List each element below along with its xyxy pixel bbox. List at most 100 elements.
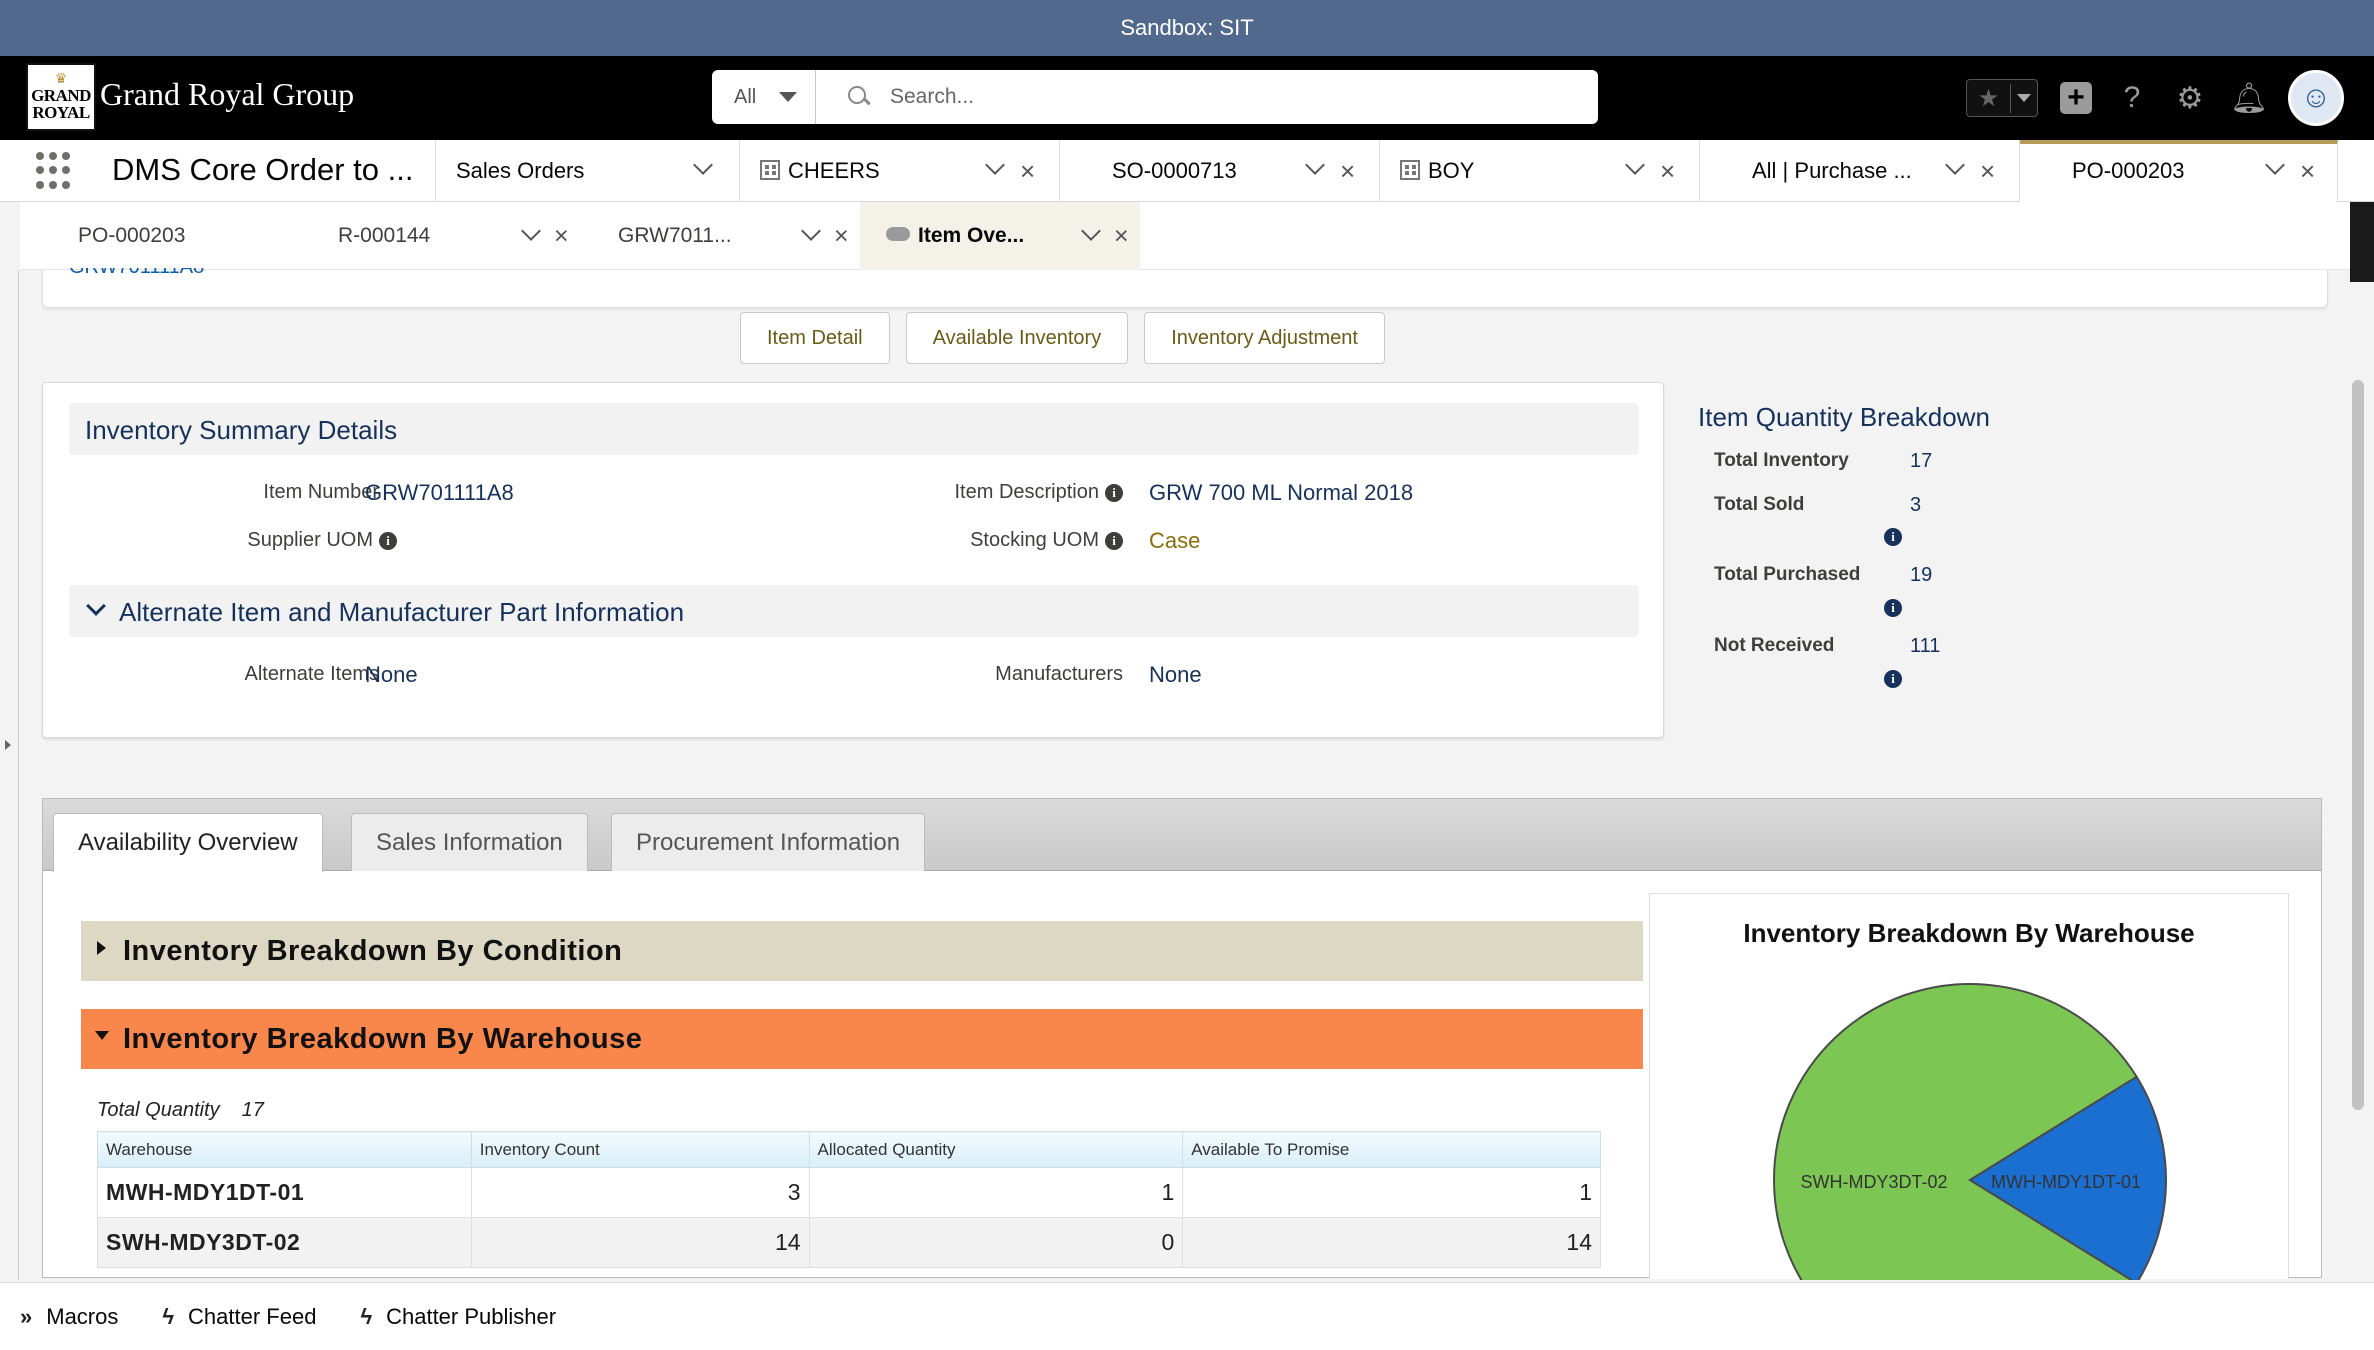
- tab-procurement-information[interactable]: Procurement Information: [611, 813, 926, 871]
- navigation-menu-label: Sales Orders: [456, 158, 585, 183]
- global-search: All: [712, 70, 1598, 124]
- app-launcher-icon[interactable]: [36, 152, 74, 190]
- section-title: Inventory Summary Details: [85, 415, 398, 445]
- chevron-down-icon[interactable]: [1305, 155, 1325, 175]
- manufacturers-value: None: [1149, 662, 1202, 687]
- inventory-count-cell: 3: [470, 1167, 810, 1218]
- pie-slice-mwh-mdy1dt-01[interactable]: [1968, 1075, 2167, 1280]
- item-number-value: GRW701111A8: [365, 480, 514, 505]
- favorites-dropdown[interactable]: [2011, 94, 2037, 102]
- tab-sales-information[interactable]: Sales Information: [351, 813, 588, 871]
- warehouse-section-title: Inventory Breakdown By Warehouse: [123, 1023, 643, 1055]
- info-icon[interactable]: i: [1884, 599, 1902, 617]
- subtab-bar: PO-000203 R-000144 × GRW7011... × Item O…: [20, 202, 2350, 270]
- search-input[interactable]: [890, 85, 1490, 109]
- column-header[interactable]: Available To Promise: [1182, 1131, 1601, 1168]
- workspace-tab-boy[interactable]: BOY ×: [1380, 140, 1700, 202]
- sidebar-toggle-handle[interactable]: [5, 740, 11, 750]
- item-quantity-breakdown-card: Item Quantity Breakdown Total Inventory …: [1682, 382, 2212, 710]
- chevron-down-icon[interactable]: [86, 596, 106, 616]
- column-header[interactable]: Inventory Count: [470, 1131, 810, 1168]
- search-scope-dropdown[interactable]: All: [712, 70, 816, 124]
- inventory-adjustment-button[interactable]: Inventory Adjustment: [1144, 312, 1385, 364]
- avatar[interactable]: ☺: [2288, 70, 2344, 126]
- column-header[interactable]: Allocated Quantity: [808, 1131, 1184, 1168]
- available-to-promise-cell: 1: [1182, 1167, 1601, 1218]
- scrollbar[interactable]: [2352, 380, 2364, 1110]
- help-icon[interactable]: ?: [2123, 81, 2141, 114]
- app-name: DMS Core Order to ...: [112, 152, 414, 187]
- close-icon[interactable]: ×: [1340, 156, 1356, 186]
- chevron-down-icon[interactable]: [801, 221, 821, 241]
- not-received-value: 111: [1910, 635, 1941, 657]
- total-quantity-value: 17: [241, 1099, 264, 1121]
- search-scope-label: All: [734, 85, 757, 108]
- subtab-r[interactable]: R-000144 ×: [300, 202, 580, 270]
- info-icon[interactable]: i: [1884, 670, 1902, 688]
- item-detail-button[interactable]: Item Detail: [740, 312, 890, 364]
- workspace-tab-po[interactable]: PO-000203 ×: [2020, 140, 2338, 202]
- building-icon: [1400, 160, 1420, 180]
- sandbox-banner: Sandbox: SIT: [0, 0, 2374, 56]
- pie-slice-swh-mdy3dt-02[interactable]: [1773, 983, 2139, 1280]
- stocking-uom-label: Stocking UOM i: [970, 529, 1123, 552]
- global-create-icon[interactable]: +: [2060, 82, 2092, 114]
- table-row: MWH-MDY1DT-01 3 1 1: [97, 1167, 1601, 1218]
- close-icon[interactable]: ×: [1660, 156, 1676, 186]
- alternate-section-header[interactable]: Alternate Item and Manufacturer Part Inf…: [69, 585, 1639, 637]
- workspace-tab-all-purchase[interactable]: All | Purchase ... ×: [1700, 140, 2020, 202]
- subtab-grw[interactable]: GRW7011... ×: [580, 202, 860, 270]
- tab-label: CHEERS: [788, 158, 880, 183]
- chevron-down-icon[interactable]: [693, 155, 713, 175]
- stocking-uom-value: Case: [1149, 528, 1201, 553]
- subtab-po[interactable]: PO-000203: [20, 202, 300, 270]
- star-icon[interactable]: ★: [1967, 83, 2011, 113]
- company-logo[interactable]: ♛ GRAND ROYAL: [26, 63, 96, 131]
- chevron-down-icon[interactable]: [985, 155, 1005, 175]
- workspace-tab-so[interactable]: SO-0000713 ×: [1060, 140, 1380, 202]
- header-actions: ★ + ? ⚙ 🔔︎ ☺: [1966, 70, 2344, 126]
- chevron-down-icon[interactable]: [521, 221, 541, 241]
- close-icon[interactable]: ×: [1114, 222, 1129, 250]
- search-icon: [846, 84, 872, 110]
- workspace-tab-cheers[interactable]: CHEERS ×: [740, 140, 1060, 202]
- chevron-down-icon[interactable]: [1081, 221, 1101, 241]
- total-inventory-label: Total Inventory: [1714, 450, 1849, 471]
- macros-utility[interactable]: » Macros: [20, 1304, 118, 1330]
- workspace-tab-bar: DMS Core Order to ... Sales Orders CHEER…: [0, 140, 2374, 202]
- close-icon[interactable]: ×: [554, 222, 569, 250]
- close-icon[interactable]: ×: [1980, 156, 1996, 186]
- tab-availability-overview[interactable]: Availability Overview: [53, 813, 323, 872]
- subtab-item-overview[interactable]: Item Ove... ×: [860, 202, 1140, 270]
- condition-section-bar[interactable]: Inventory Breakdown By Condition: [81, 921, 1643, 981]
- close-icon[interactable]: ×: [834, 222, 849, 250]
- bell-icon[interactable]: 🔔︎: [2230, 81, 2269, 115]
- subtab-label: PO-000203: [78, 224, 186, 247]
- stocking-uom-label-text: Stocking UOM: [970, 529, 1099, 551]
- chevron-down-icon[interactable]: [1625, 155, 1645, 175]
- available-inventory-button[interactable]: Available Inventory: [905, 312, 1129, 364]
- info-icon[interactable]: i: [379, 532, 397, 550]
- total-purchased-value: 19: [1910, 564, 1933, 586]
- total-purchased-label: Total Purchased: [1714, 564, 1861, 585]
- chevron-down-icon[interactable]: [1945, 155, 1965, 175]
- condition-section-title: Inventory Breakdown By Condition: [123, 935, 623, 967]
- warehouse-section-bar[interactable]: Inventory Breakdown By Warehouse: [81, 1009, 1643, 1069]
- info-icon[interactable]: i: [1105, 532, 1123, 550]
- subtab-label: Item Ove...: [918, 224, 1025, 247]
- column-header[interactable]: Warehouse: [97, 1131, 472, 1168]
- gear-icon[interactable]: ⚙: [2176, 81, 2204, 115]
- chatter-publisher-utility[interactable]: ϟ Chatter Publisher: [360, 1304, 556, 1330]
- info-icon[interactable]: i: [1884, 528, 1902, 546]
- close-icon[interactable]: ×: [2300, 156, 2316, 186]
- inventory-summary-header: Inventory Summary Details: [69, 403, 1639, 455]
- quantity-title: Item Quantity Breakdown: [1698, 402, 1990, 432]
- info-icon[interactable]: i: [1105, 484, 1123, 502]
- chevron-down-icon[interactable]: [2265, 155, 2285, 175]
- chatter-feed-utility[interactable]: ϟ Chatter Feed: [162, 1304, 316, 1330]
- item-description-label-text: Item Description: [954, 481, 1100, 503]
- left-divider: [18, 270, 19, 1280]
- close-icon[interactable]: ×: [1020, 156, 1036, 186]
- navigation-menu[interactable]: Sales Orders: [435, 140, 740, 202]
- allocated-quantity-cell: 1: [808, 1167, 1184, 1218]
